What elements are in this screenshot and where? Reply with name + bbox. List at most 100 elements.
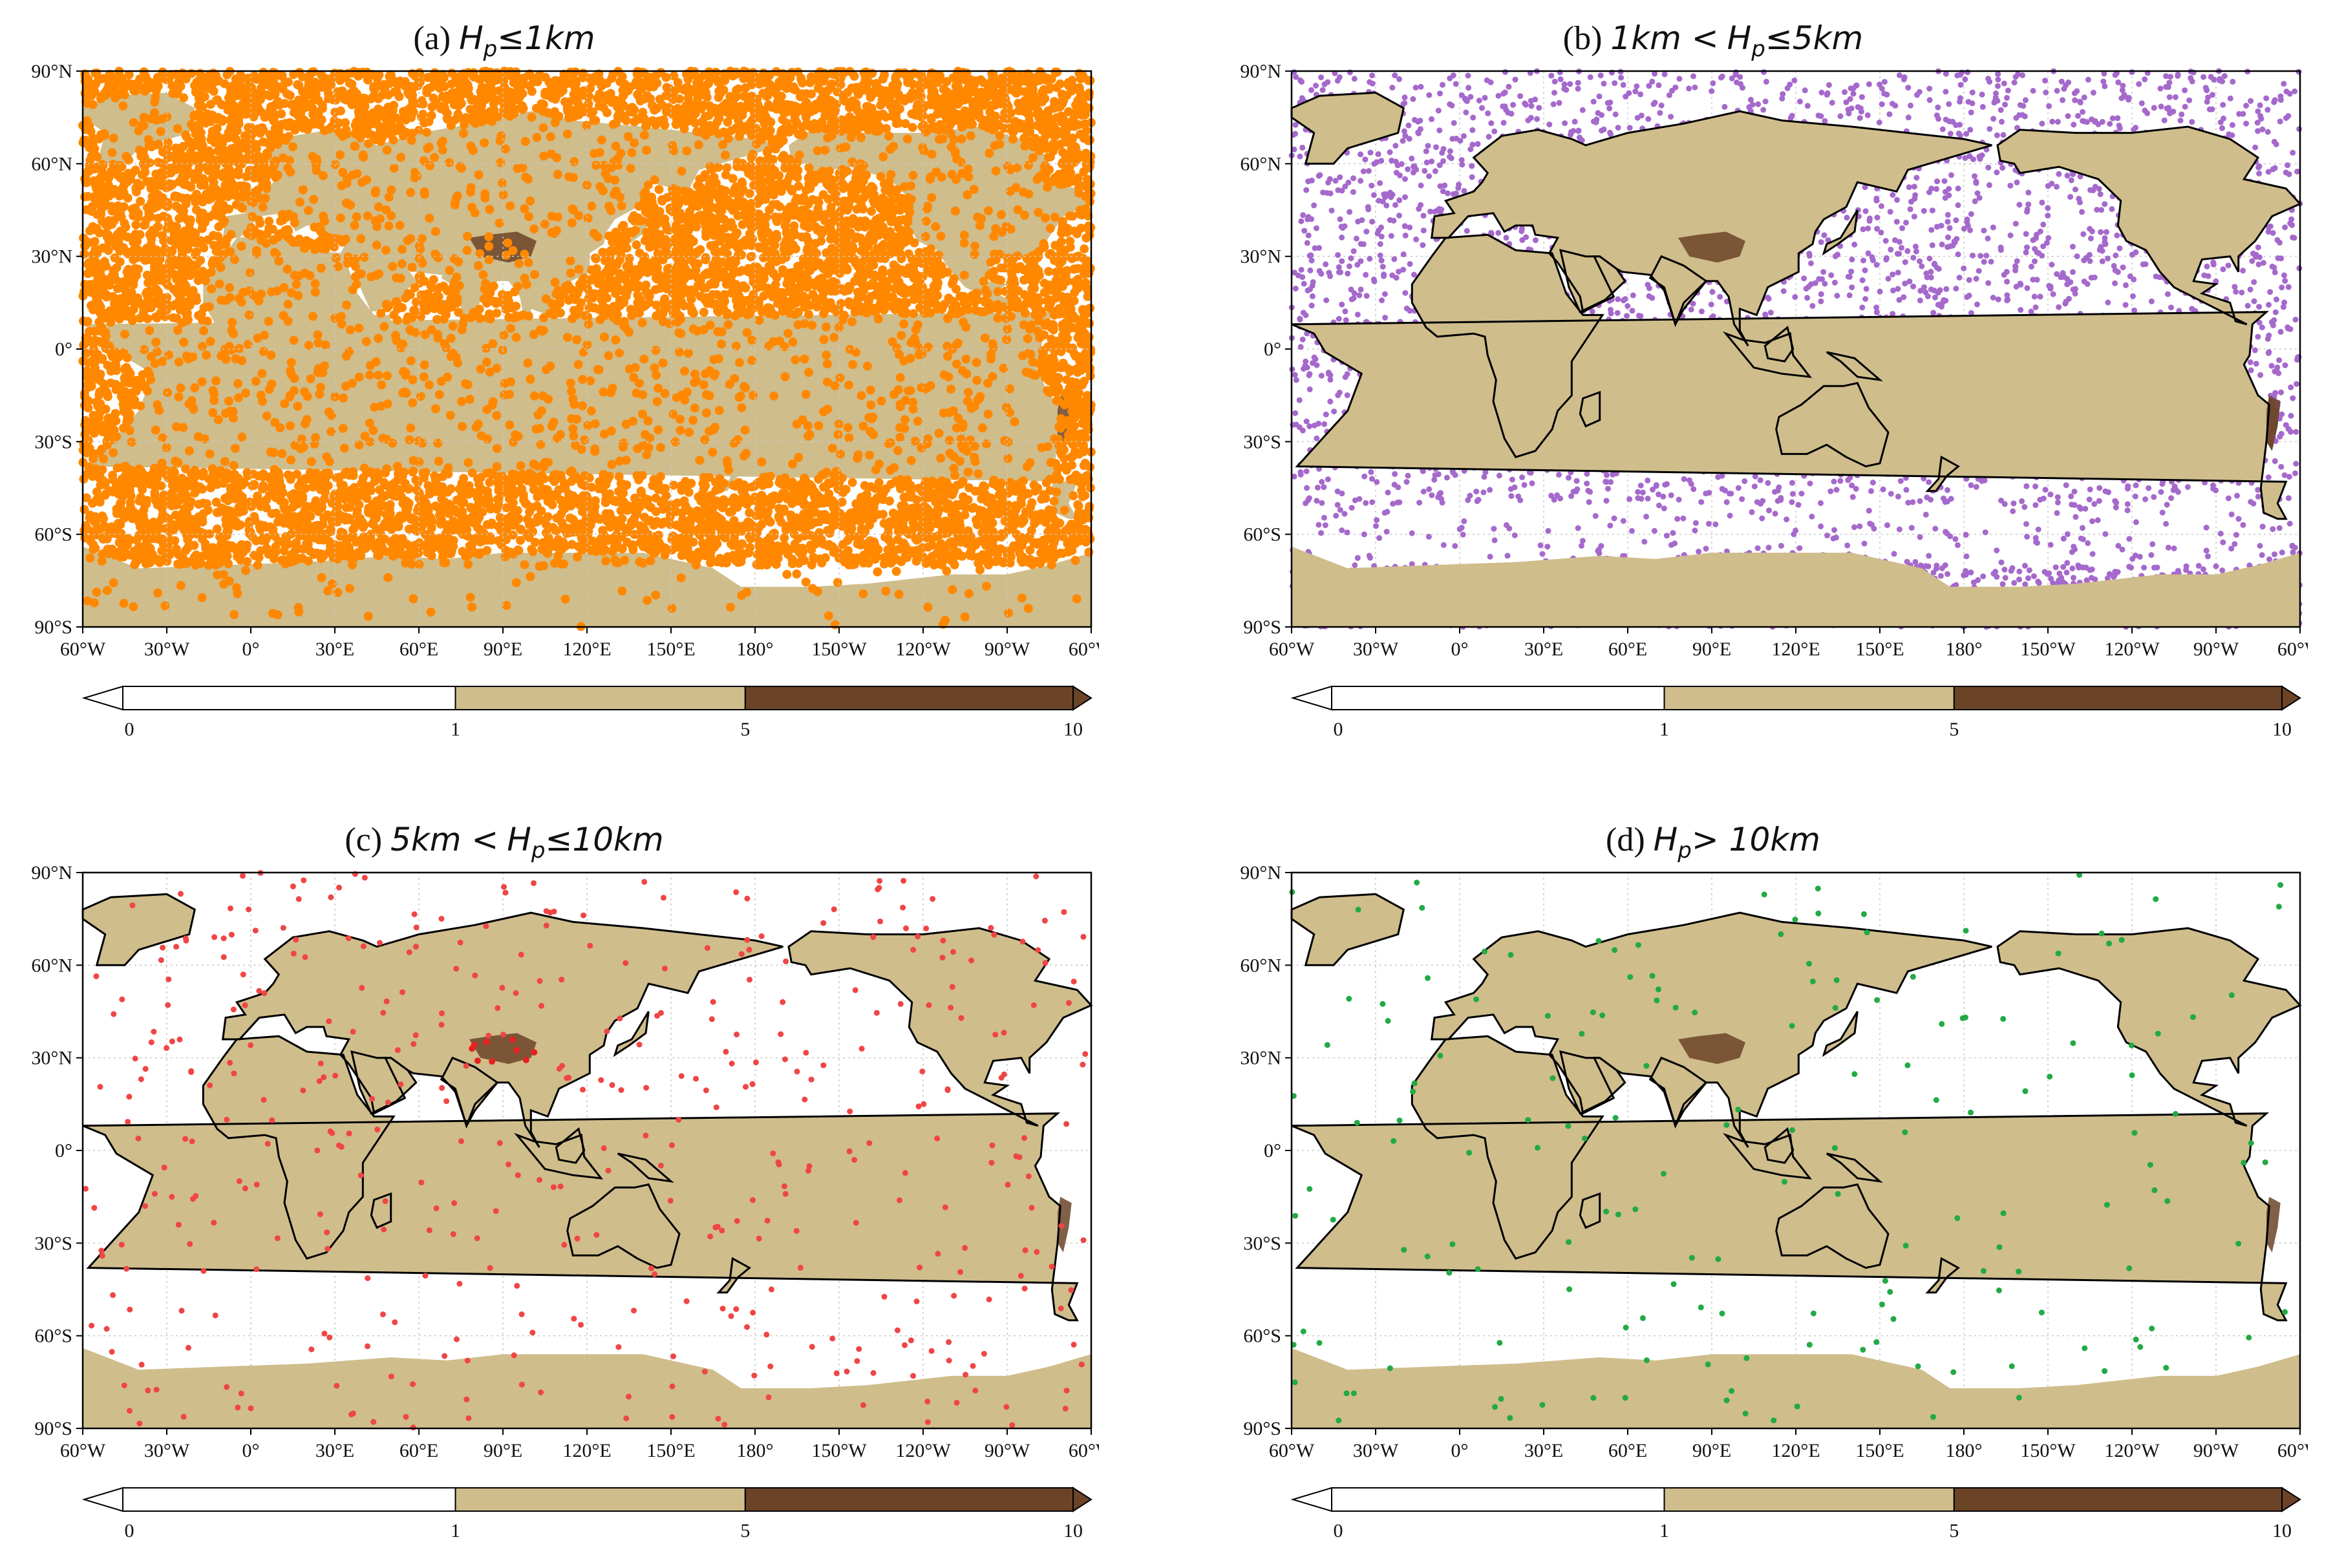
point <box>690 403 699 413</box>
point <box>595 514 604 524</box>
point <box>1083 291 1092 301</box>
point <box>111 408 120 418</box>
point <box>357 178 367 187</box>
point <box>676 573 686 583</box>
point <box>97 556 107 566</box>
point <box>176 383 186 393</box>
point <box>211 497 221 507</box>
point <box>599 160 608 170</box>
point <box>508 246 518 255</box>
point <box>339 469 349 479</box>
point <box>749 222 758 232</box>
point <box>590 419 600 429</box>
point <box>876 100 886 110</box>
point <box>162 112 172 122</box>
point <box>723 320 733 330</box>
point <box>876 172 886 182</box>
point <box>988 372 997 381</box>
point <box>1030 134 1040 143</box>
point <box>884 131 894 141</box>
point <box>793 158 802 167</box>
point <box>983 379 993 388</box>
point <box>336 213 345 223</box>
point <box>354 440 364 450</box>
point <box>981 439 991 449</box>
point <box>651 590 661 600</box>
point <box>614 472 624 482</box>
point <box>431 227 440 237</box>
point <box>893 79 902 89</box>
point <box>599 290 608 299</box>
land-eurasia <box>222 111 783 346</box>
point <box>944 372 954 382</box>
point <box>623 132 633 142</box>
point <box>652 370 661 380</box>
point <box>339 393 348 403</box>
point <box>520 204 529 213</box>
point <box>131 220 141 229</box>
point <box>805 301 815 310</box>
point <box>714 354 723 364</box>
point <box>89 598 99 608</box>
point <box>538 123 548 132</box>
point <box>480 138 489 147</box>
point <box>1003 454 1013 463</box>
point <box>259 346 268 356</box>
point <box>176 580 186 590</box>
point <box>425 380 434 390</box>
point <box>946 385 955 394</box>
point <box>208 408 218 418</box>
point <box>573 552 582 562</box>
point <box>502 503 511 513</box>
point <box>984 206 993 216</box>
point <box>1045 486 1055 496</box>
point <box>286 455 295 465</box>
point <box>205 449 215 459</box>
point <box>584 293 593 303</box>
point <box>107 148 117 158</box>
point <box>566 256 575 266</box>
point <box>381 246 390 255</box>
point <box>468 145 478 155</box>
point <box>745 189 754 198</box>
point <box>975 221 985 231</box>
point <box>520 273 529 283</box>
point <box>146 352 156 361</box>
point <box>257 368 267 378</box>
point <box>788 337 798 347</box>
point <box>350 272 360 282</box>
point <box>1052 396 1061 406</box>
point <box>140 344 149 354</box>
point <box>264 217 274 226</box>
point <box>175 214 184 224</box>
point <box>871 281 880 291</box>
point <box>445 410 455 420</box>
point <box>484 242 494 251</box>
point <box>270 89 280 99</box>
point <box>286 421 295 430</box>
point <box>830 381 840 390</box>
point <box>959 238 969 248</box>
point <box>391 297 401 306</box>
point <box>963 388 973 397</box>
point <box>293 80 303 89</box>
point <box>567 387 577 396</box>
point <box>145 326 154 335</box>
point <box>80 401 89 410</box>
point <box>606 426 616 436</box>
point <box>970 249 979 259</box>
point <box>476 365 485 374</box>
point <box>500 390 509 399</box>
point <box>1043 153 1053 162</box>
point <box>658 358 668 368</box>
point <box>293 401 303 411</box>
point <box>568 424 578 434</box>
point <box>949 274 959 283</box>
point <box>804 368 813 377</box>
point <box>812 302 822 312</box>
point <box>813 146 822 156</box>
point <box>859 556 869 566</box>
point <box>224 559 233 569</box>
map-a: 90°N60°N30°N0°30°S60°S90°S60°W 30°W 0° 30°E… <box>31 61 1099 740</box>
point <box>209 396 219 405</box>
